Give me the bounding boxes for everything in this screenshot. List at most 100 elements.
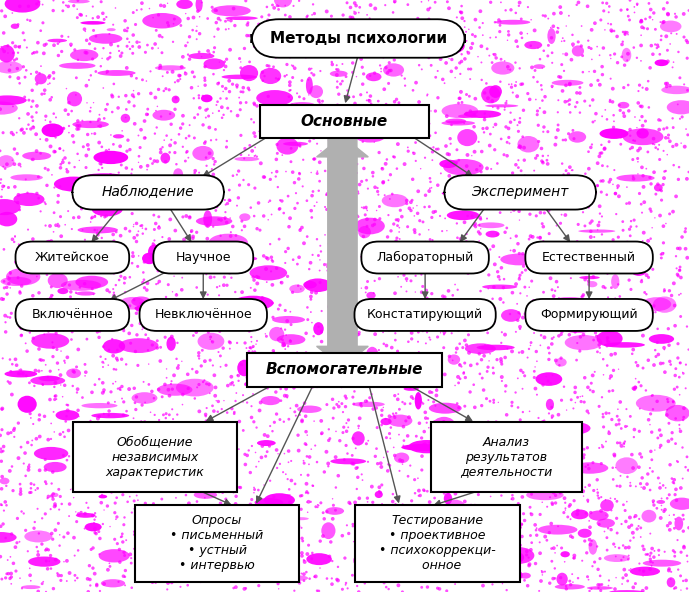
Point [331,65,342,74]
Point [269,569,280,578]
Point [342,423,353,432]
Point [441,111,452,121]
Point [330,241,341,250]
Point [564,438,575,448]
Point [166,135,177,144]
Point [240,0,251,5]
Point [114,275,125,285]
Point [119,397,130,407]
Point [200,303,211,312]
Point [23,95,34,105]
Point [101,317,112,326]
Point [473,227,484,237]
Point [652,40,663,50]
Point [337,76,348,86]
Point [6,572,17,582]
Point [306,64,317,73]
Point [357,28,368,38]
Point [25,16,36,25]
Point [163,578,174,588]
Point [47,125,58,134]
Point [619,506,630,515]
Point [521,486,532,496]
Point [152,468,163,477]
Point [177,119,188,128]
Point [109,535,120,544]
Point [432,181,443,190]
Point [638,567,649,576]
Point [326,334,337,343]
Point [336,255,347,264]
Ellipse shape [533,257,540,269]
Point [573,0,584,7]
Point [15,365,26,375]
Point [339,455,350,465]
Text: Тестирование
• проективное
• психокоррекци-
  онное: Тестирование • проективное • психокоррек… [379,514,496,572]
Ellipse shape [587,281,597,287]
Point [143,346,154,355]
Ellipse shape [199,432,206,443]
Point [515,523,526,532]
Point [330,506,341,515]
Point [69,466,80,476]
Point [57,392,68,401]
Point [227,222,238,231]
Ellipse shape [59,63,96,69]
Point [563,169,574,179]
Point [624,522,635,532]
Point [613,233,624,242]
Point [321,368,332,377]
Point [305,258,316,268]
Point [490,557,501,567]
Point [486,435,497,445]
Point [342,264,353,274]
Ellipse shape [578,529,592,538]
Point [273,75,284,84]
Point [285,519,296,528]
Point [637,473,648,482]
Point [209,307,220,316]
Point [680,462,689,472]
Point [99,173,110,182]
Point [413,491,424,500]
Point [593,493,604,503]
Point [249,285,260,295]
Point [648,404,659,414]
Point [50,378,61,388]
Point [147,578,158,587]
Point [194,380,205,390]
Point [214,106,225,115]
Point [225,344,236,353]
Point [389,119,400,128]
Point [98,83,109,93]
Point [349,0,360,8]
Point [243,538,254,548]
Point [496,372,507,382]
Point [211,18,222,27]
Point [246,114,257,124]
Point [1,282,12,292]
Point [537,451,548,461]
Point [559,382,570,391]
Point [664,490,675,500]
Point [561,406,572,415]
Ellipse shape [185,515,218,522]
Point [328,126,339,135]
Point [455,317,466,327]
Point [513,127,524,136]
Point [244,326,255,336]
Point [56,499,68,509]
Point [653,42,664,52]
Point [116,431,127,440]
Point [240,338,251,348]
Point [583,36,594,46]
Point [578,491,589,501]
Point [284,571,295,580]
Point [609,49,620,59]
Point [39,411,50,421]
Point [601,190,613,200]
Ellipse shape [353,401,384,407]
Point [135,221,146,231]
Point [407,86,418,95]
Point [675,585,686,592]
